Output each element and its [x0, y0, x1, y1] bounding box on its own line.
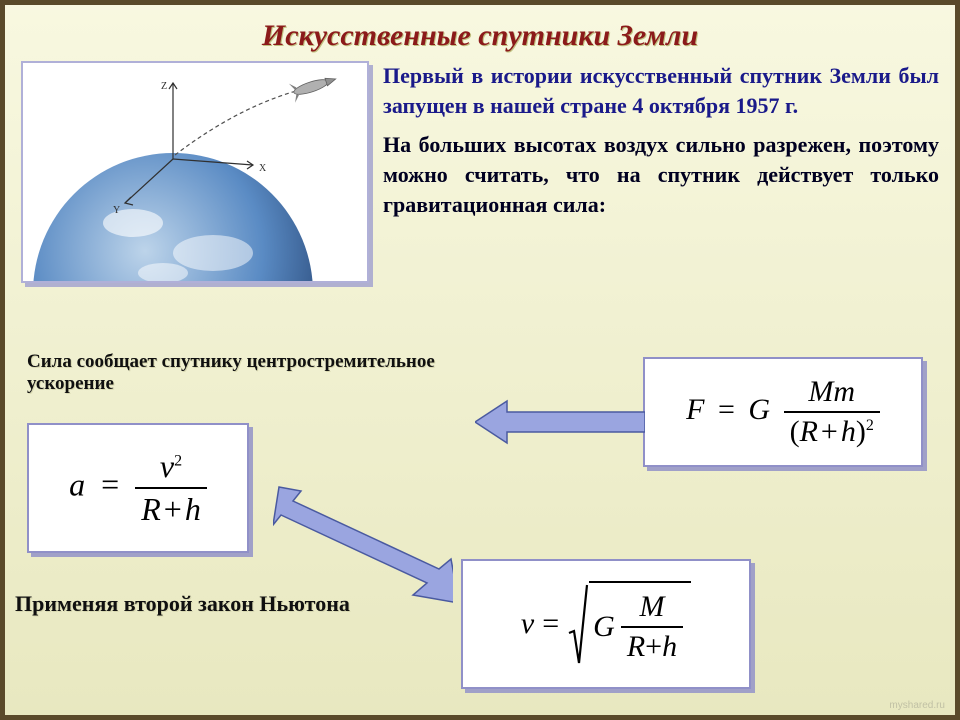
a-denominator: R+h [135, 489, 207, 528]
page-title: Искусственные спутники Земли [5, 5, 955, 61]
axis-x-label: X [259, 163, 267, 174]
v-numerator: M [621, 590, 683, 628]
axis-z-label: Z [161, 81, 167, 92]
a-lhs: a [69, 466, 85, 502]
centripetal-label: Сила сообщает спутнику центростремительн… [27, 351, 507, 395]
F-lhs: F [686, 393, 704, 426]
earth-diagram: X Y Z [21, 61, 369, 283]
formula-acceleration: a = v2 R+h [27, 423, 249, 553]
formula-force: F = G Mm (R+h)2 [643, 357, 923, 467]
arrow-left-icon [475, 395, 645, 449]
v-eq: = [542, 607, 559, 641]
a-numerator: v2 [135, 448, 207, 489]
black-paragraph: На больших высотах воздух сильно разреже… [383, 130, 939, 219]
v-lhs: v [521, 607, 534, 641]
F-eq: = [718, 393, 735, 426]
F-numerator: Mm [784, 375, 880, 413]
axis-y-label: Y [113, 205, 120, 216]
F-denominator: (R+h)2 [784, 413, 880, 449]
F-G: G [748, 393, 770, 426]
blue-paragraph: Первый в истории искусственный спутник З… [383, 61, 939, 120]
formula-velocity: v = G M R+h [461, 559, 751, 689]
upper-section: X Y Z Первый в истории искусственный спу… [5, 61, 955, 283]
a-eq: = [101, 466, 119, 502]
watermark: myshared.ru [889, 700, 945, 711]
v-denominator: R+h [621, 628, 683, 664]
v-G: G [593, 610, 615, 644]
intro-text-block: Первый в истории искусственный спутник З… [383, 61, 939, 283]
arrow-down-icon [273, 485, 453, 605]
